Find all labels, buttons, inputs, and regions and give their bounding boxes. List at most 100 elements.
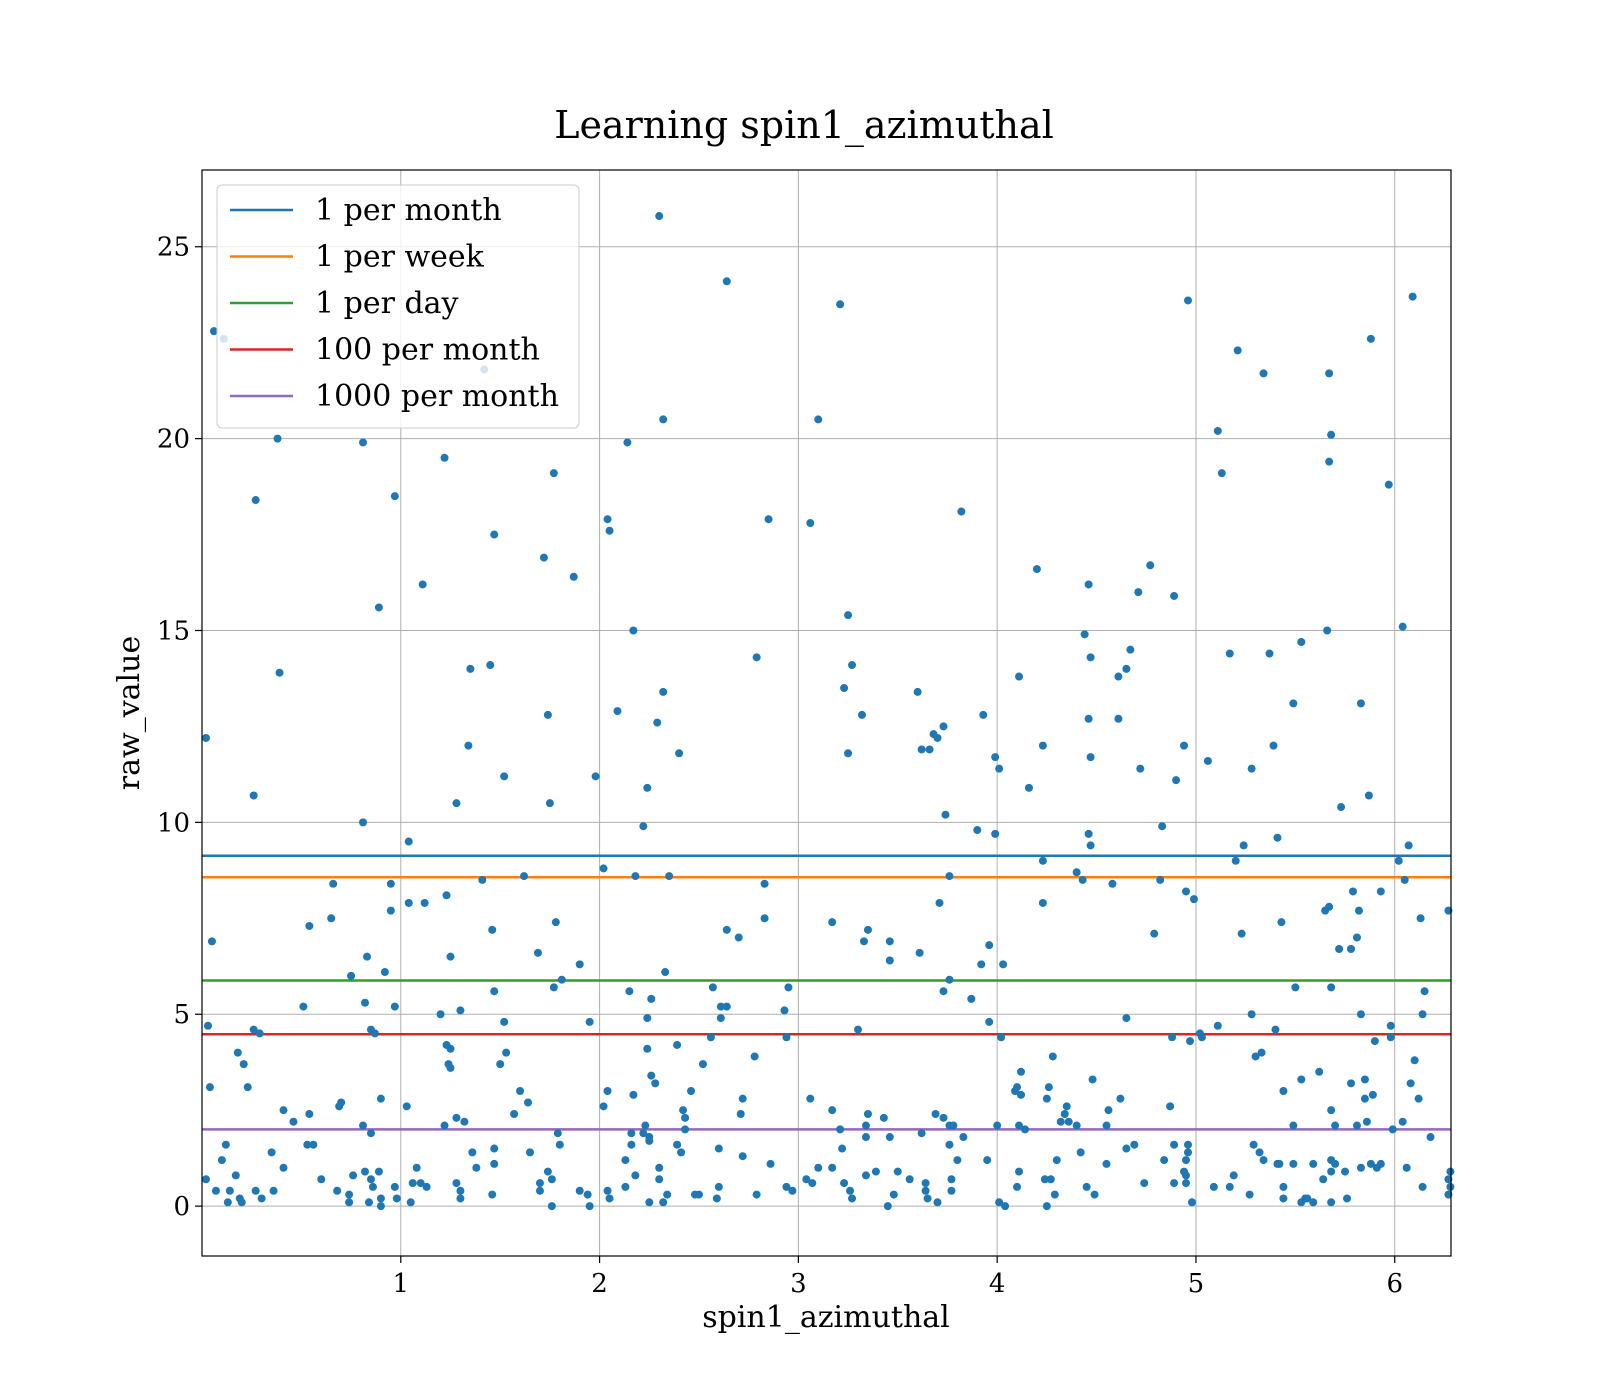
scatter-point <box>605 1194 614 1203</box>
scatter-point <box>760 879 769 888</box>
scatter-point <box>1410 1056 1419 1065</box>
x-tick-label: 4 <box>989 1269 1006 1299</box>
scatter-point <box>863 1110 872 1119</box>
scatter-point <box>647 1071 656 1080</box>
scatter-point <box>1084 829 1093 838</box>
scatter-point <box>305 921 314 930</box>
scatter-point <box>327 914 336 923</box>
reference-lines <box>202 854 1451 1131</box>
scatter-point <box>1309 1159 1318 1168</box>
scatter-point <box>1400 875 1409 884</box>
scatter-point <box>631 872 640 881</box>
scatter-point <box>698 1060 707 1069</box>
scatter-point <box>299 1002 308 1011</box>
scatter-point <box>939 1113 948 1122</box>
scatter-point <box>366 1175 375 1184</box>
scatter-point <box>386 906 395 915</box>
scatter-point <box>653 718 662 727</box>
scatter-point <box>456 1186 465 1195</box>
scatter-point <box>814 1163 823 1172</box>
x-axis-ticks: 1 2 3 4 5 6 <box>393 1256 1403 1299</box>
scatter-point <box>681 1125 690 1134</box>
scatter-point <box>1203 756 1212 765</box>
scatter-point <box>1347 1079 1356 1088</box>
scatter-point <box>1366 1159 1375 1168</box>
scatter-point <box>496 1060 505 1069</box>
scatter-point <box>848 661 857 670</box>
scatter-point <box>1418 1010 1427 1019</box>
scatter-point <box>333 1186 342 1195</box>
scatter-point <box>613 707 622 716</box>
scatter-point <box>392 1194 401 1203</box>
scatter-point <box>1122 664 1131 673</box>
x-tick-label: 6 <box>1386 1269 1403 1299</box>
scatter-point <box>935 898 944 907</box>
scatter-point <box>1309 1198 1318 1207</box>
scatter-point <box>1331 1121 1340 1130</box>
scatter-point <box>374 603 383 612</box>
scatter-point <box>416 1179 425 1188</box>
scatter-point <box>1040 1175 1049 1184</box>
scatter-point <box>788 1186 797 1195</box>
scatter-point <box>673 1140 682 1149</box>
scatter-point <box>524 1098 533 1107</box>
scatter-point <box>1015 1167 1024 1176</box>
scatter-point <box>418 580 427 589</box>
scatter-point <box>687 1086 696 1095</box>
scatter-point <box>921 1186 930 1195</box>
scatter-point <box>490 987 499 996</box>
scatter-point <box>661 968 670 977</box>
scatter-point <box>366 1129 375 1138</box>
scatter-point <box>1116 1094 1125 1103</box>
scatter-point <box>1370 1037 1379 1046</box>
scatter-point <box>885 937 894 946</box>
scatter-point <box>1289 699 1298 708</box>
scatter-point <box>545 799 554 808</box>
scatter-point <box>1426 1133 1435 1142</box>
scatter-point <box>500 772 509 781</box>
scatter-point <box>1366 334 1375 343</box>
scatter-point <box>861 1133 870 1142</box>
scatter-point <box>1297 638 1306 647</box>
scatter-point <box>1297 1075 1306 1084</box>
scatter-point <box>1352 1121 1361 1130</box>
scatter-point <box>500 1017 509 1026</box>
scatter-point <box>1082 1182 1091 1191</box>
scatter-point <box>871 1167 880 1176</box>
y-tick-label: 15 <box>157 616 190 646</box>
scatter-point <box>1046 1175 1055 1184</box>
scatter-point <box>995 764 1004 773</box>
y-tick-label: 25 <box>157 233 190 263</box>
scatter-point <box>1122 1144 1131 1153</box>
scatter-point <box>231 1171 240 1180</box>
scatter-point <box>390 1182 399 1191</box>
scatter-point <box>1062 1102 1071 1111</box>
scatter-point <box>840 1179 849 1188</box>
scatter-point <box>349 1171 358 1180</box>
scatter-point <box>446 1063 455 1072</box>
scatter-point <box>376 1202 385 1211</box>
scatter-point <box>386 879 395 888</box>
scatter-point <box>1277 918 1286 927</box>
scatter-point <box>844 611 853 620</box>
scatter-point <box>249 1025 258 1034</box>
scatter-point <box>913 687 922 696</box>
scatter-point <box>766 1159 775 1168</box>
scatter-point <box>1335 945 1344 954</box>
scatter-point <box>273 434 282 443</box>
scatter-point <box>1020 1125 1029 1134</box>
scatter-point <box>591 772 600 781</box>
scatter-point <box>211 1186 220 1195</box>
scatter-point <box>456 1194 465 1203</box>
scatter-point <box>627 1129 636 1138</box>
scatter-point <box>478 875 487 884</box>
scatter-point <box>1356 699 1365 708</box>
scatter-point <box>893 1167 902 1176</box>
scatter-point <box>201 1175 210 1184</box>
scatter-point <box>1086 753 1095 762</box>
scatter-point <box>808 1179 817 1188</box>
scatter-point <box>1325 369 1334 378</box>
scatter-point <box>675 749 684 758</box>
scatter-point <box>412 1163 421 1172</box>
scatter-point <box>734 933 743 942</box>
